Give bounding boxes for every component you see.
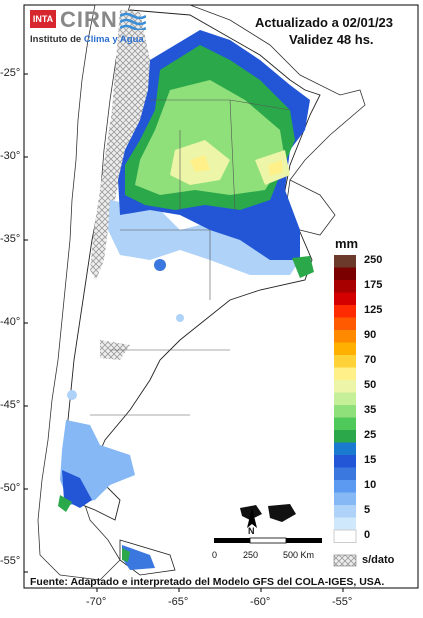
legend-value: 250	[364, 254, 383, 267]
legend-swatch	[334, 305, 356, 318]
legend-swatch	[334, 342, 356, 355]
legend-value: 25	[364, 429, 377, 442]
legend-swatch	[334, 355, 356, 368]
legend-swatch	[334, 330, 356, 343]
legend-value: 5	[364, 504, 371, 517]
legend-value: 10	[364, 479, 377, 492]
legend-swatch	[334, 280, 356, 293]
cirn-wordmark: CIRN	[60, 7, 118, 32]
precip-patagonia-green	[58, 495, 72, 512]
precip-spot	[154, 259, 166, 271]
legend-value: 70	[364, 354, 377, 367]
scale-bar	[214, 537, 322, 544]
scale-label-start: 0	[212, 550, 218, 560]
lon-label: -60°	[250, 596, 271, 608]
nodata-andes	[90, 10, 150, 280]
scale-label-end: 500 Km	[283, 550, 315, 560]
legend-value: 50	[364, 379, 377, 392]
north-arrow	[247, 508, 257, 528]
lat-label: -40°	[0, 316, 21, 328]
legend-nodata-swatch	[333, 554, 357, 567]
neighbor-outline-north	[130, 5, 366, 181]
legend-swatch	[334, 367, 356, 380]
lat-label: -55°	[0, 555, 21, 567]
lat-ticks	[24, 73, 28, 573]
lon-ticks	[96, 588, 344, 592]
legend-swatch	[334, 442, 356, 455]
lat-label: -50°	[0, 482, 21, 494]
precip-coast-east	[292, 256, 314, 278]
precip-70mm	[190, 155, 210, 172]
updated-date: Actualizado a 02/01/23	[255, 15, 394, 30]
legend-swatch	[334, 480, 356, 493]
legend-swatch	[334, 505, 356, 518]
legend-swatch	[334, 455, 356, 468]
legend-swatch	[334, 492, 356, 505]
precip-patagonia-15mm	[62, 470, 92, 508]
legend-swatch	[334, 517, 356, 530]
legend-swatch	[334, 380, 356, 393]
precip-tdf	[122, 545, 155, 570]
lon-label: -70°	[86, 596, 107, 608]
precip-5mm	[108, 200, 300, 275]
legend-swatch	[334, 267, 356, 280]
legend-value: 15	[364, 454, 377, 467]
legend-unit: mm	[335, 236, 359, 251]
legend-swatch	[333, 529, 357, 543]
precip-spot	[67, 390, 77, 400]
institute-line: Instituto de Clima y Agua	[30, 34, 144, 45]
lon-label: -65°	[168, 596, 189, 608]
lat-label: -25°	[0, 67, 21, 79]
province-borders	[90, 99, 291, 416]
source-note: Fuente: Adaptado e interpretado del Mode…	[30, 576, 385, 588]
legend-swatch	[334, 317, 356, 330]
scale-label-mid: 250	[243, 550, 259, 560]
legend-swatch	[334, 392, 356, 405]
legend-value: 90	[364, 329, 377, 342]
legend-swatch	[334, 430, 356, 443]
precip-spot	[176, 314, 184, 322]
legend-swatch	[334, 417, 356, 430]
validity-text: Validez 48 hs.	[289, 32, 374, 47]
legend-swatch	[334, 255, 356, 268]
precip-70mm-east	[268, 160, 283, 176]
inta-badge: INTA	[30, 10, 56, 28]
legend-swatch	[334, 405, 356, 418]
legend-nodata-label: s/dato	[362, 554, 395, 566]
lon-label: -55°	[332, 596, 353, 608]
legend-swatch	[334, 467, 356, 480]
waves-icon	[119, 12, 147, 32]
legend-value: 0	[364, 529, 371, 542]
legend-value: 125	[364, 304, 383, 317]
precip-tdf-green	[122, 548, 130, 562]
lat-label: -45°	[0, 399, 21, 411]
inta-cirn-logo: INTA CIRN Instituto de Clima y Agua	[30, 7, 150, 50]
legend-value: 175	[364, 279, 383, 292]
legend-value: 35	[364, 404, 377, 417]
legend-swatch	[334, 292, 356, 305]
legend-colorbar	[333, 255, 357, 543]
north-letter: N	[248, 526, 255, 536]
lat-label: -30°	[0, 150, 21, 162]
lat-label: -35°	[0, 233, 21, 245]
